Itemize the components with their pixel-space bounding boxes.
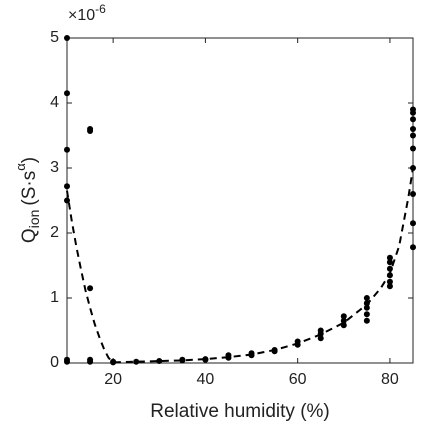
y-tick-label: 2 — [50, 224, 59, 241]
data-point — [410, 116, 416, 123]
data-point — [317, 335, 324, 342]
x-tick-label: 60 — [289, 371, 307, 388]
data-point — [363, 317, 370, 324]
data-point — [386, 254, 393, 261]
data-point — [64, 90, 70, 97]
data-point — [410, 109, 416, 116]
multiplier: ×10-6 — [68, 2, 106, 24]
data-point — [363, 311, 370, 318]
y-tick-label: 4 — [50, 94, 59, 111]
multiplier-base: ×10 — [68, 7, 95, 24]
data-point — [410, 244, 416, 251]
data-point — [410, 132, 416, 139]
data-point — [410, 145, 416, 152]
y-axis-label: Qion (S·sα) — [13, 157, 41, 243]
y-label-sub: ion — [26, 210, 42, 229]
x-tick-label: 20 — [104, 371, 122, 388]
data-point — [156, 358, 163, 365]
data-point — [363, 304, 370, 311]
data-point — [386, 265, 393, 272]
y-tick-label: 1 — [50, 289, 59, 306]
data-point — [87, 358, 94, 365]
y-label-close: ) — [19, 157, 40, 163]
data-point — [410, 126, 416, 132]
data-point — [64, 358, 70, 365]
data-point — [133, 358, 140, 365]
data-point — [87, 285, 94, 292]
multiplier-exponent: -6 — [95, 2, 106, 16]
data-point — [110, 359, 117, 366]
data-point — [340, 313, 347, 320]
y-tick-label: 5 — [50, 29, 59, 46]
data-point — [386, 283, 393, 290]
y-tick-label: 3 — [50, 159, 59, 176]
x-tick-label: 80 — [381, 371, 399, 388]
data-point — [386, 278, 393, 285]
data-point — [64, 146, 70, 153]
data-point — [410, 220, 416, 227]
data-point — [410, 191, 416, 197]
data-point — [340, 317, 347, 324]
y-label-sup: α — [13, 163, 28, 171]
y-label-main: Q — [19, 228, 40, 243]
data-point — [386, 259, 393, 266]
data-point — [64, 183, 70, 190]
data-point — [64, 35, 70, 41]
data-point — [87, 127, 94, 134]
plot-frame — [66, 37, 414, 364]
y-label-unit: (S·s — [19, 171, 40, 206]
data-point — [64, 197, 70, 204]
y-tick-label: 0 — [50, 354, 59, 371]
data-point — [179, 357, 186, 364]
fit-line — [66, 167, 414, 364]
x-tick-label: 40 — [197, 371, 215, 388]
x-axis-label: Relative humidity (%) — [150, 401, 330, 422]
data-point — [363, 295, 370, 301]
